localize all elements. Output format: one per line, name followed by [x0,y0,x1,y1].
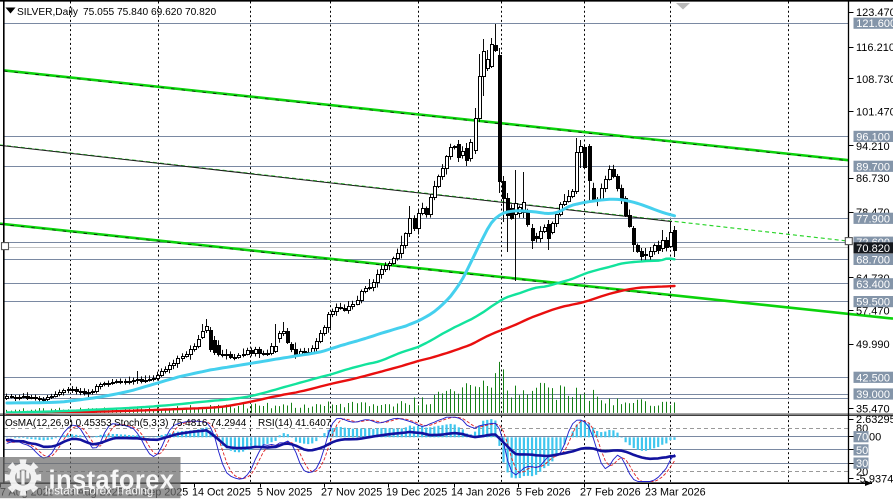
svg-text:77.900: 77.900 [856,213,890,225]
svg-text:35.470: 35.470 [856,403,890,415]
svg-text:116.210: 116.210 [856,42,893,54]
svg-text:86.730: 86.730 [856,173,890,185]
svg-text:70: 70 [856,432,868,444]
svg-text:63.400: 63.400 [856,279,890,291]
svg-text:89.700: 89.700 [856,161,890,173]
svg-text:39.000: 39.000 [856,389,890,401]
svg-text:49.990: 49.990 [856,339,890,351]
svg-text:Stoch(5,3,3) 75.4816 74.2944: Stoch(5,3,3) 75.4816 74.2944 [114,418,247,429]
svg-text:108.730: 108.730 [856,74,893,86]
svg-text:5 Feb 2026: 5 Feb 2026 [516,487,571,499]
svg-text:27 Feb 2026: 27 Feb 2026 [580,487,641,499]
svg-text:68.700: 68.700 [856,254,890,266]
svg-text:42.500: 42.500 [856,372,890,384]
svg-text:94.210: 94.210 [856,141,890,153]
svg-text:70.820: 70.820 [856,243,890,255]
svg-text:19 Dec 2025: 19 Dec 2025 [386,487,447,499]
svg-text:Instant Forex Trading: Instant Forex Trading [45,486,154,498]
svg-text:14 Oct 2025: 14 Oct 2025 [192,487,251,499]
svg-text:14 Jan 2026: 14 Jan 2026 [451,487,510,499]
svg-text:OsMA(12,26,9) 0.45353: OsMA(12,26,9) 0.45353 [5,418,112,429]
svg-text:2.63295: 2.63295 [856,414,893,426]
svg-text:20: 20 [856,467,868,479]
svg-text:RSI(14) 41.6407: RSI(14) 41.6407 [258,418,332,429]
svg-text:SILVER,Daily: SILVER,Daily [17,7,79,18]
svg-text:96.100: 96.100 [856,131,890,143]
svg-text:instaforex: instaforex [49,467,175,495]
svg-text:00: 00 [869,432,881,444]
svg-text:75.055 75.840 69.620 70.820: 75.055 75.840 69.620 70.820 [83,7,216,18]
svg-text:123.470: 123.470 [856,7,893,19]
svg-text:27 Nov 2025: 27 Nov 2025 [321,487,382,499]
svg-text:23 Mar 2026: 23 Mar 2026 [645,487,706,499]
svg-text:50: 50 [856,445,868,457]
svg-text:57.470: 57.470 [856,306,890,318]
svg-text:5 Nov 2025: 5 Nov 2025 [257,487,312,499]
svg-text:101.470: 101.470 [856,106,893,118]
svg-text:30: 30 [856,458,868,470]
svg-text:-5.9374: -5.9374 [856,473,893,485]
svg-text:59.500: 59.500 [856,297,890,309]
svg-text:121.600: 121.600 [856,18,893,30]
